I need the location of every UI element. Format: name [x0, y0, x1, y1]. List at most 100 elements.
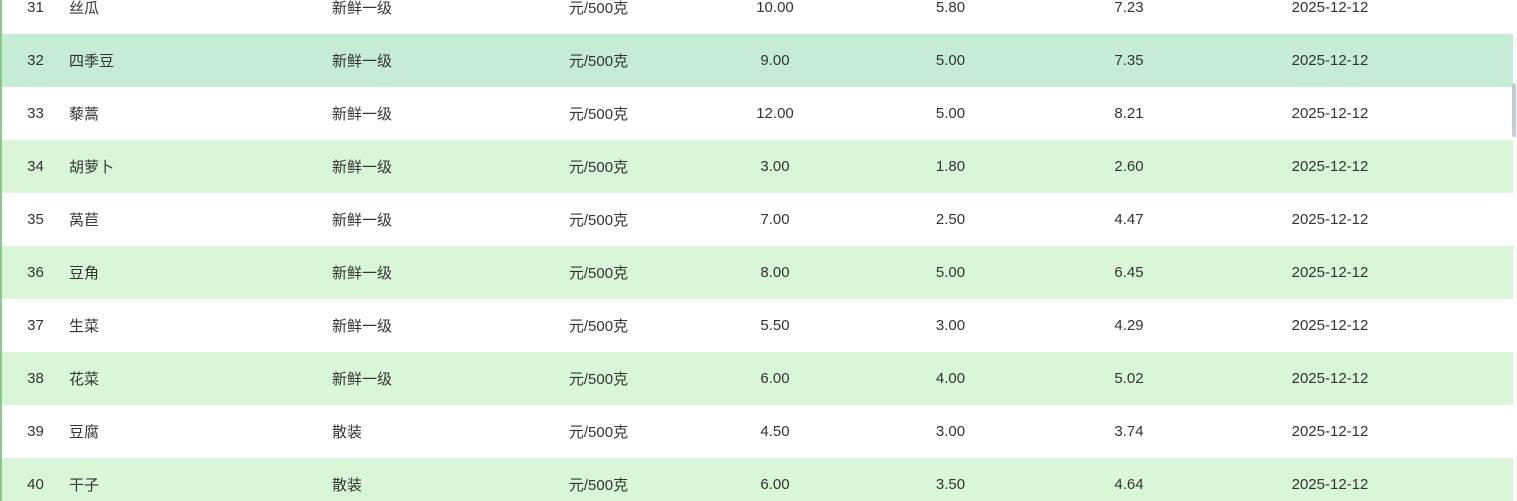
- cell-avg-price: 6.45: [1114, 264, 1144, 281]
- cell-high-price: 4.50: [760, 423, 790, 440]
- table-row[interactable]: 32 四季豆 新鲜一级 元/500克 9.00 5.00 7.35 2025-12-12: [2, 34, 1513, 87]
- cell-product-name: 丝瓜: [69, 0, 100, 17]
- cell-low-price: 3.00: [935, 317, 966, 334]
- cell-avg-price: 4.29: [1114, 317, 1144, 334]
- cell-grade-spec: 新鲜一级: [332, 371, 393, 388]
- cell-unit: 元/500克: [568, 318, 629, 335]
- table-row[interactable]: 40 干子 散装 元/500克 6.00 3.50 4.64 2025-12-12: [2, 458, 1513, 501]
- table-row[interactable]: 37 生菜 新鲜一级 元/500克 5.50 3.00 4.29 2025-12-12: [2, 299, 1513, 352]
- cell-avg-price: 7.23: [1114, 0, 1144, 16]
- cell-low-price: 3.00: [935, 423, 966, 440]
- cell-row-number: 31: [27, 0, 44, 16]
- cell-filler: [1440, 0, 1513, 34]
- scrollbar-thumb[interactable]: [1512, 83, 1516, 137]
- cell-unit: 元/500克: [568, 0, 629, 17]
- table-row[interactable]: 33 藜蒿 新鲜一级 元/500克 12.00 5.00 8.21 2025-12-12: [2, 87, 1513, 140]
- cell-low-price: 5.00: [935, 105, 966, 122]
- cell-row-number: 37: [27, 317, 44, 334]
- cell-date: 2025-12-12: [1291, 370, 1369, 387]
- table-left-accent-border: [0, 0, 2, 501]
- cell-date: 2025-12-12: [1291, 52, 1369, 69]
- cell-filler: [1440, 140, 1513, 193]
- cell-grade-spec: 新鲜一级: [332, 53, 393, 70]
- cell-unit: 元/500克: [568, 477, 629, 494]
- cell-date: 2025-12-12: [1291, 0, 1369, 16]
- cell-filler: [1440, 405, 1513, 458]
- cell-avg-price: 7.35: [1114, 52, 1144, 69]
- cell-date: 2025-12-12: [1291, 158, 1369, 175]
- cell-unit: 元/500克: [568, 265, 629, 282]
- cell-product-name: 藜蒿: [69, 106, 100, 123]
- cell-avg-price: 3.74: [1114, 423, 1144, 440]
- cell-unit: 元/500克: [568, 53, 629, 70]
- cell-high-price: 12.00: [756, 105, 794, 122]
- table-row[interactable]: 34 胡萝卜 新鲜一级 元/500克 3.00 1.80 2.60 2025-12-12: [2, 140, 1513, 193]
- cell-high-price: 3.00: [760, 158, 790, 175]
- cell-unit: 元/500克: [568, 159, 629, 176]
- table-row[interactable]: 38 花菜 新鲜一级 元/500克 6.00 4.00 5.02 2025-12-12: [2, 352, 1513, 405]
- cell-product-name: 干子: [69, 477, 100, 494]
- cell-row-number: 39: [27, 423, 44, 440]
- cell-low-price: 5.00: [935, 264, 966, 281]
- cell-filler: [1440, 246, 1513, 299]
- cell-low-price: 4.00: [935, 370, 966, 387]
- cell-unit: 元/500克: [568, 371, 629, 388]
- cell-grade-spec: 新鲜一级: [332, 0, 393, 17]
- cell-high-price: 10.00: [756, 0, 794, 16]
- cell-grade-spec: 散装: [332, 424, 363, 441]
- cell-unit: 元/500克: [568, 424, 629, 441]
- cell-date: 2025-12-12: [1291, 105, 1369, 122]
- cell-product-name: 胡萝卜: [69, 159, 115, 176]
- cell-grade-spec: 新鲜一级: [332, 212, 393, 229]
- cell-date: 2025-12-12: [1291, 264, 1369, 281]
- cell-filler: [1440, 299, 1513, 352]
- cell-avg-price: 2.60: [1114, 158, 1144, 175]
- cell-row-number: 35: [27, 211, 44, 228]
- table-row[interactable]: 35 莴苣 新鲜一级 元/500克 7.00 2.50 4.47 2025-12-12: [2, 193, 1513, 246]
- cell-low-price: 5.00: [935, 52, 966, 69]
- cell-grade-spec: 散装: [332, 477, 363, 494]
- cell-row-number: 32: [27, 52, 44, 69]
- cell-filler: [1440, 34, 1513, 87]
- cell-date: 2025-12-12: [1291, 476, 1369, 493]
- cell-high-price: 9.00: [760, 52, 790, 69]
- cell-avg-price: 5.02: [1114, 370, 1144, 387]
- table-row[interactable]: 31 丝瓜 新鲜一级 元/500克 10.00 5.80 7.23 2025-12-12: [2, 0, 1513, 34]
- cell-grade-spec: 新鲜一级: [332, 106, 393, 123]
- cell-product-name: 豆腐: [69, 424, 100, 441]
- cell-row-number: 40: [27, 476, 44, 493]
- cell-grade-spec: 新鲜一级: [332, 159, 393, 176]
- cell-high-price: 6.00: [760, 370, 790, 387]
- cell-filler: [1440, 87, 1513, 140]
- cell-high-price: 8.00: [760, 264, 790, 281]
- cell-avg-price: 4.64: [1114, 476, 1144, 493]
- cell-row-number: 36: [27, 264, 44, 281]
- cell-product-name: 花菜: [69, 371, 100, 388]
- cell-low-price: 5.80: [935, 0, 966, 16]
- cell-grade-spec: 新鲜一级: [332, 265, 393, 282]
- cell-low-price: 2.50: [935, 211, 966, 228]
- cell-product-name: 莴苣: [69, 212, 100, 229]
- cell-low-price: 1.80: [935, 158, 966, 175]
- cell-product-name: 豆角: [69, 265, 100, 282]
- cell-filler: [1440, 193, 1513, 246]
- cell-date: 2025-12-12: [1291, 423, 1369, 440]
- cell-date: 2025-12-12: [1291, 211, 1369, 228]
- cell-row-number: 33: [27, 105, 44, 122]
- cell-date: 2025-12-12: [1291, 317, 1369, 334]
- cell-low-price: 3.50: [935, 476, 966, 493]
- cell-filler: [1440, 458, 1513, 501]
- table-row[interactable]: 39 豆腐 散装 元/500克 4.50 3.00 3.74 2025-12-12: [2, 405, 1513, 458]
- cell-filler: [1440, 352, 1513, 405]
- table-row[interactable]: 36 豆角 新鲜一级 元/500克 8.00 5.00 6.45 2025-12-12: [2, 246, 1513, 299]
- cell-row-number: 38: [27, 370, 44, 387]
- cell-avg-price: 8.21: [1114, 105, 1144, 122]
- cell-high-price: 7.00: [760, 211, 790, 228]
- cell-avg-price: 4.47: [1114, 211, 1144, 228]
- cell-unit: 元/500克: [568, 106, 629, 123]
- cell-product-name: 生菜: [69, 318, 100, 335]
- cell-unit: 元/500克: [568, 212, 629, 229]
